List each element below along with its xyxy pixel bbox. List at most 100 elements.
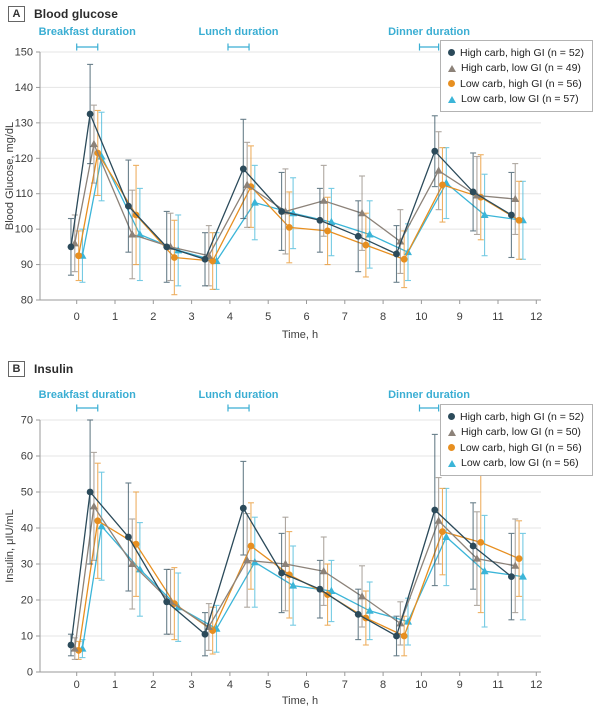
x-tick-label: 1 — [112, 679, 118, 691]
x-tick-label: 2 — [150, 679, 156, 691]
data-point-circle — [324, 227, 331, 235]
y-tick-label: 150 — [15, 47, 33, 59]
x-tick-label: 12 — [530, 311, 542, 323]
data-point-circle — [285, 223, 293, 231]
x-tick-label: 9 — [457, 679, 463, 691]
x-tick-label: 12 — [530, 679, 542, 691]
x-tick-label: 11 — [492, 679, 503, 691]
panel-a-header: A Blood glucose — [8, 6, 118, 22]
data-point-circle — [86, 110, 94, 118]
x-tick-label: 1 — [112, 311, 118, 323]
data-point-circle — [354, 611, 362, 618]
data-point-circle — [515, 216, 523, 224]
data-point-circle — [316, 216, 324, 224]
data-point-triangle — [243, 180, 252, 188]
data-point-triangle — [480, 567, 489, 575]
data-point-triangle — [89, 502, 98, 510]
data-point-circle — [201, 255, 209, 263]
data-point-triangle — [327, 217, 336, 226]
y-tick-label: 20 — [21, 595, 33, 607]
data-point-circle — [86, 488, 94, 496]
panel-b-header: B Insulin — [8, 361, 73, 377]
series-line — [81, 524, 523, 649]
data-point-circle — [400, 255, 408, 263]
x-tick-label: 0 — [74, 679, 80, 691]
data-point-triangle — [511, 194, 520, 203]
y-tick-label: 110 — [15, 188, 33, 200]
data-point-triangle — [442, 532, 451, 540]
data-point-circle — [508, 573, 515, 580]
x-tick-label: 5 — [265, 679, 271, 691]
legend-label: Low carb, high GI (n = 56) — [460, 441, 582, 454]
data-point-triangle — [89, 139, 98, 148]
data-point-triangle — [434, 166, 443, 174]
legend-panel-a: High carb, high GI (n = 52) High carb, lo… — [440, 40, 594, 112]
data-point-triangle — [289, 581, 298, 589]
data-point-circle — [316, 585, 324, 593]
data-point-triangle — [250, 198, 259, 206]
legend-triangle-icon — [448, 428, 456, 436]
x-tick-label: 6 — [303, 679, 309, 691]
y-tick-label: 130 — [15, 117, 33, 129]
series-line — [77, 519, 520, 651]
data-point-circle — [170, 254, 178, 261]
data-point-circle — [469, 188, 477, 196]
x-tick-label: 0 — [74, 311, 80, 323]
annotation-label: Dinner duration — [388, 26, 470, 38]
data-point-circle — [354, 232, 362, 240]
y-axis-title: Blood Glucose, mg/dL — [4, 122, 16, 230]
data-point-circle — [439, 528, 446, 535]
data-point-circle — [431, 506, 439, 514]
data-point-circle — [362, 241, 370, 249]
data-point-circle — [125, 202, 132, 210]
data-point-triangle — [358, 209, 367, 217]
data-point-triangle — [97, 522, 106, 530]
x-tick-label: 2 — [150, 311, 156, 323]
legend-triangle-icon — [448, 64, 456, 72]
data-point-circle — [515, 555, 523, 562]
x-tick-label: 3 — [189, 311, 195, 323]
legend-label: High carb, high GI (n = 52) — [460, 410, 585, 423]
legend-item-1: High carb, low GI (n = 50) — [448, 425, 584, 441]
data-point-triangle — [128, 559, 137, 567]
legend-label: Low carb, high GI (n = 56) — [460, 77, 582, 90]
legend-circle-icon — [448, 80, 455, 88]
data-point-triangle — [518, 572, 527, 580]
y-tick-label: 100 — [15, 224, 33, 236]
data-point-circle — [67, 243, 75, 251]
panel-a-title: Blood glucose — [34, 7, 118, 21]
y-tick-label: 40 — [21, 523, 33, 535]
data-point-triangle — [403, 617, 412, 625]
data-point-circle — [163, 243, 171, 251]
data-point-circle — [508, 211, 515, 219]
data-point-circle — [239, 504, 247, 512]
data-point-circle — [75, 252, 83, 260]
series-line — [81, 154, 523, 262]
data-point-circle — [278, 569, 286, 577]
data-point-circle — [247, 542, 255, 550]
y-tick-label: 140 — [15, 82, 33, 94]
data-point-circle — [431, 147, 439, 155]
data-point-circle — [239, 165, 247, 173]
legend-item-0: High carb, high GI (n = 52) — [448, 45, 584, 61]
data-point-circle — [278, 208, 286, 215]
legend-triangle-icon — [448, 459, 456, 467]
x-tick-label: 8 — [380, 311, 386, 323]
y-tick-label: 60 — [21, 451, 33, 463]
data-point-circle — [209, 257, 217, 265]
data-point-circle — [201, 630, 209, 638]
annotation-label: Breakfast duration — [39, 389, 136, 401]
data-point-triangle — [319, 196, 328, 204]
x-tick-label: 8 — [380, 679, 386, 691]
x-tick-label: 11 — [492, 311, 503, 323]
series-line — [77, 151, 520, 262]
x-tick-label: 4 — [227, 679, 233, 691]
y-tick-label: 70 — [21, 415, 33, 427]
legend-item-2: Low carb, high GI (n = 56) — [448, 440, 584, 456]
y-tick-label: 0 — [27, 667, 33, 679]
data-point-triangle — [358, 592, 367, 600]
data-point-triangle — [434, 516, 443, 524]
